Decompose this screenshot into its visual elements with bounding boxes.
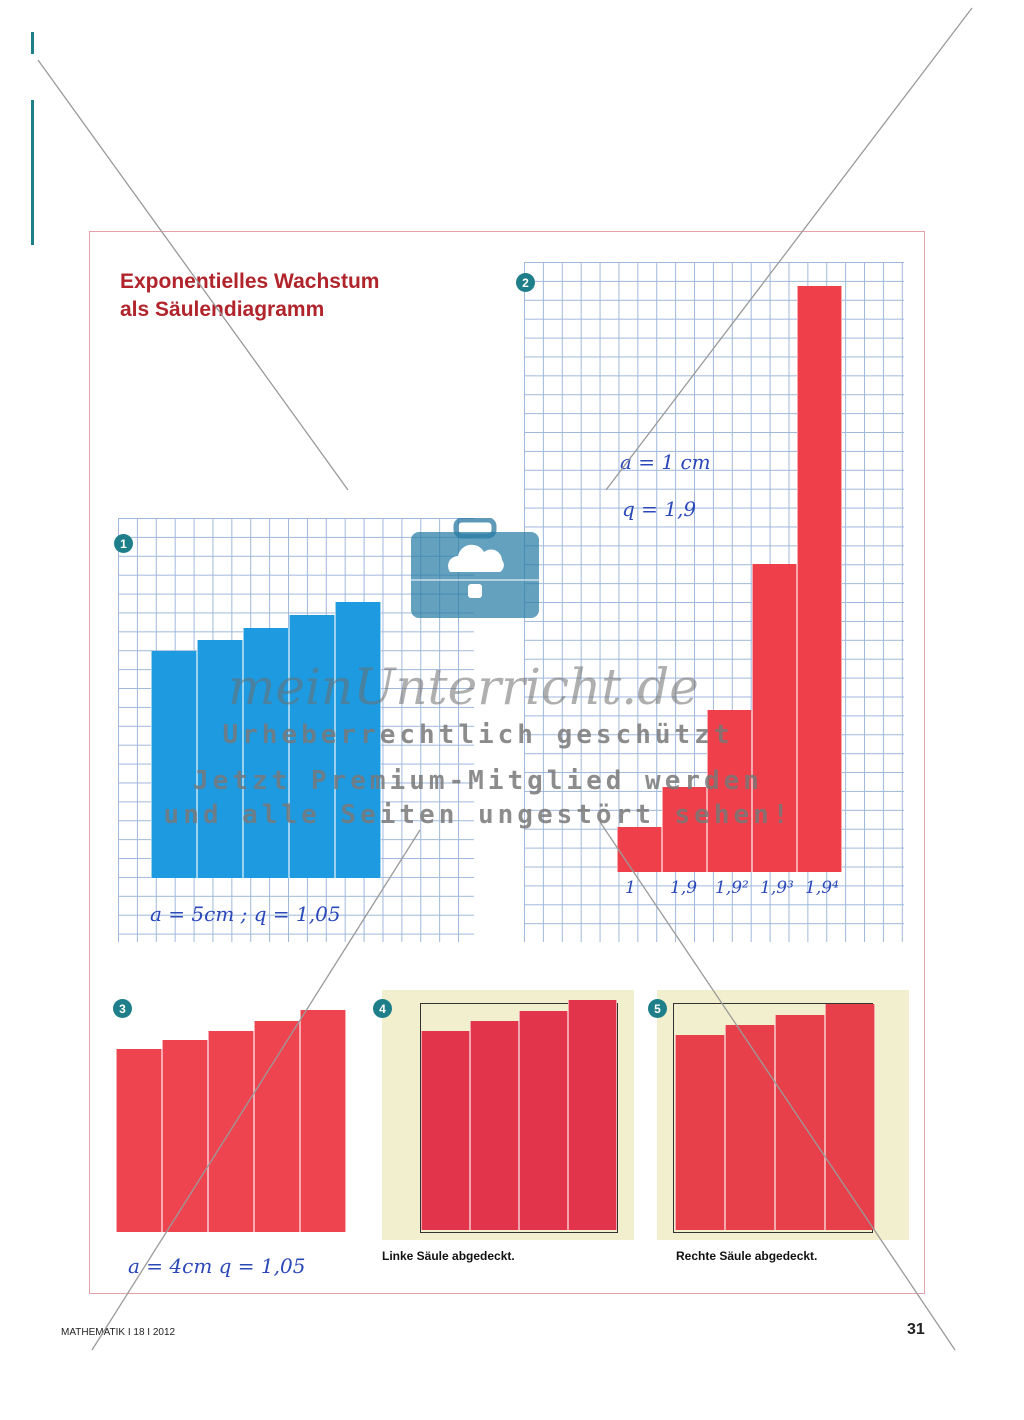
margin-mark-top [31, 32, 34, 54]
title-line-2: als Säulendiagramm [120, 298, 325, 321]
badge-4: 4 [373, 999, 392, 1018]
figure-2-note-q: q = 1,9 [622, 497, 697, 521]
figure-4-outline [420, 1003, 618, 1233]
figure-4-bar-2 [470, 1021, 519, 1230]
watermark-line-pages: und alle Seiten ungestört sehen! [163, 800, 793, 830]
figure-1-note: a = 5cm ; q = 1,05 [150, 902, 341, 926]
figure-5-bar-4 [825, 1004, 875, 1230]
figure-2-label-1: 1 [625, 878, 636, 898]
figure-1-bar-2 [197, 640, 243, 878]
briefcase-cloud-icon [411, 518, 539, 618]
badge-2: 2 [516, 273, 535, 292]
figure-2-bar-3 [707, 710, 752, 872]
watermark-line-3 [599, 821, 956, 1351]
figure-1-bar-3 [243, 628, 289, 878]
figure-frame [89, 231, 925, 1294]
figure-5-bar-2 [725, 1025, 775, 1230]
margin-mark-bottom [31, 100, 34, 245]
figure-2-bar-5 [797, 286, 842, 872]
figure-5-caption: Rechte Säule abgedeckt. [676, 1249, 818, 1263]
figure-1-bar-4 [289, 615, 335, 878]
title-line-1: Exponentielles Wachstum [120, 270, 380, 293]
figure-4-caption: Linke Säule abgedeckt. [382, 1249, 515, 1263]
watermark-line-4 [91, 829, 421, 1351]
badge-5: 5 [648, 999, 667, 1018]
figure-3-bar-5 [300, 1010, 346, 1232]
figure-3-note: a = 4cm q = 1,05 [128, 1254, 306, 1278]
figure-3-bar-2 [162, 1040, 208, 1232]
badge-3: 3 [113, 999, 132, 1018]
figure-5-bar-1 [675, 1035, 725, 1230]
figure-4-bar-1 [421, 1031, 470, 1230]
figure-3-bar-3 [208, 1031, 254, 1232]
figure-4-bar-4 [568, 1000, 617, 1230]
figure-2-label-4: 1,9³ [760, 878, 794, 898]
page-number: 31 [907, 1321, 925, 1338]
watermark-line-1 [37, 59, 349, 491]
badge-1: 1 [114, 534, 133, 553]
page-title: Exponentielles Wachstum als Säulendiagra… [120, 268, 379, 324]
figure-2-bar-1 [617, 827, 662, 872]
figure-4-bar-3 [519, 1011, 568, 1230]
watermark-logo: meinUnterricht.de [228, 658, 699, 716]
figure-2-note-a: a = 1 cm [620, 450, 711, 474]
figure-2-bar-4 [752, 564, 797, 872]
figure-2-label-5: 1,9⁴ [805, 878, 839, 898]
figure-1-bar-1 [151, 651, 197, 878]
watermark-line-copyright: Urheberrechtlich geschützt [222, 720, 734, 750]
figure-5-bar-3 [775, 1015, 825, 1230]
figure-2-label-3: 1,9² [715, 878, 749, 898]
figure-2-label-2: 1,9 [670, 878, 698, 898]
footer-journal: MATHEMATIK I 18 I 2012 [61, 1327, 176, 1338]
watermark-line-premium: Jetzt Premium-Mitglied werden [193, 766, 763, 796]
watermark-line-2 [605, 7, 973, 491]
figure-3-bar-1 [116, 1049, 162, 1232]
figure-2-bar-2 [662, 787, 707, 872]
figure-1-bar-5 [335, 602, 381, 878]
